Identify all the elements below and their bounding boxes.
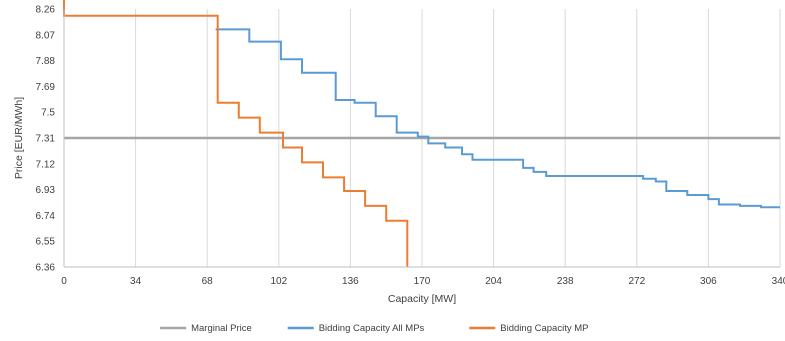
y-tick-label-7.69: 7.69 — [36, 82, 56, 93]
legend-label-marginal-price: Marginal Price — [191, 323, 252, 334]
legend-label-bidding-capacity-mp: Bidding Capacity MP — [500, 323, 588, 334]
y-tick-label-7.5: 7.5 — [41, 108, 55, 119]
x-tick-label-34: 34 — [130, 276, 142, 287]
y-tick-label-7.88: 7.88 — [36, 56, 56, 67]
y-tick-label-6.93: 6.93 — [36, 185, 56, 196]
plot-area — [63, 0, 780, 267]
x-tick-label-306: 306 — [700, 276, 717, 287]
x-tick-label-0: 0 — [61, 276, 67, 287]
y-tick-label-8.07: 8.07 — [36, 30, 56, 41]
y-tick-label-8.26: 8.26 — [36, 5, 56, 16]
x-axis-title: Capacity [MW] — [388, 293, 456, 305]
x-tick-label-204: 204 — [485, 276, 502, 287]
x-axis-ticks: 0 34 68 102 136 170 204 238 272 306 340 — [61, 276, 785, 287]
x-tick-label-340: 340 — [772, 276, 785, 287]
y-tick-label-6.36: 6.36 — [36, 263, 56, 274]
x-tick-label-102: 102 — [270, 276, 287, 287]
x-tick-label-68: 68 — [202, 276, 214, 287]
y-axis-title: Price [EUR/MWh] — [13, 97, 25, 179]
series-line-bidding-capacity-mp — [63, 0, 409, 267]
y-tick-label-7.31: 7.31 — [36, 134, 56, 145]
y-tick-label-6.55: 6.55 — [36, 237, 56, 248]
legend: Marginal Price Bidding Capacity All MPs Bi… — [160, 323, 588, 334]
x-tick-label-238: 238 — [557, 276, 574, 287]
y-axis-ticks: 8.26 8.07 7.88 7.69 7.5 7.31 7.12 6.93 6.74 6.55 6… — [36, 5, 56, 274]
y-tick-label-6.74: 6.74 — [36, 211, 56, 222]
x-tick-label-136: 136 — [342, 276, 359, 287]
legend-label-bidding-capacity-all-mps: Bidding Capacity All MPs — [319, 323, 425, 334]
axes — [63, 9, 780, 268]
series-line-bidding-capacity-all-mps — [215, 28, 780, 209]
x-tick-label-272: 272 — [628, 276, 645, 287]
x-tick-label-170: 170 — [414, 276, 431, 287]
y-tick-label-7.12: 7.12 — [36, 159, 56, 170]
